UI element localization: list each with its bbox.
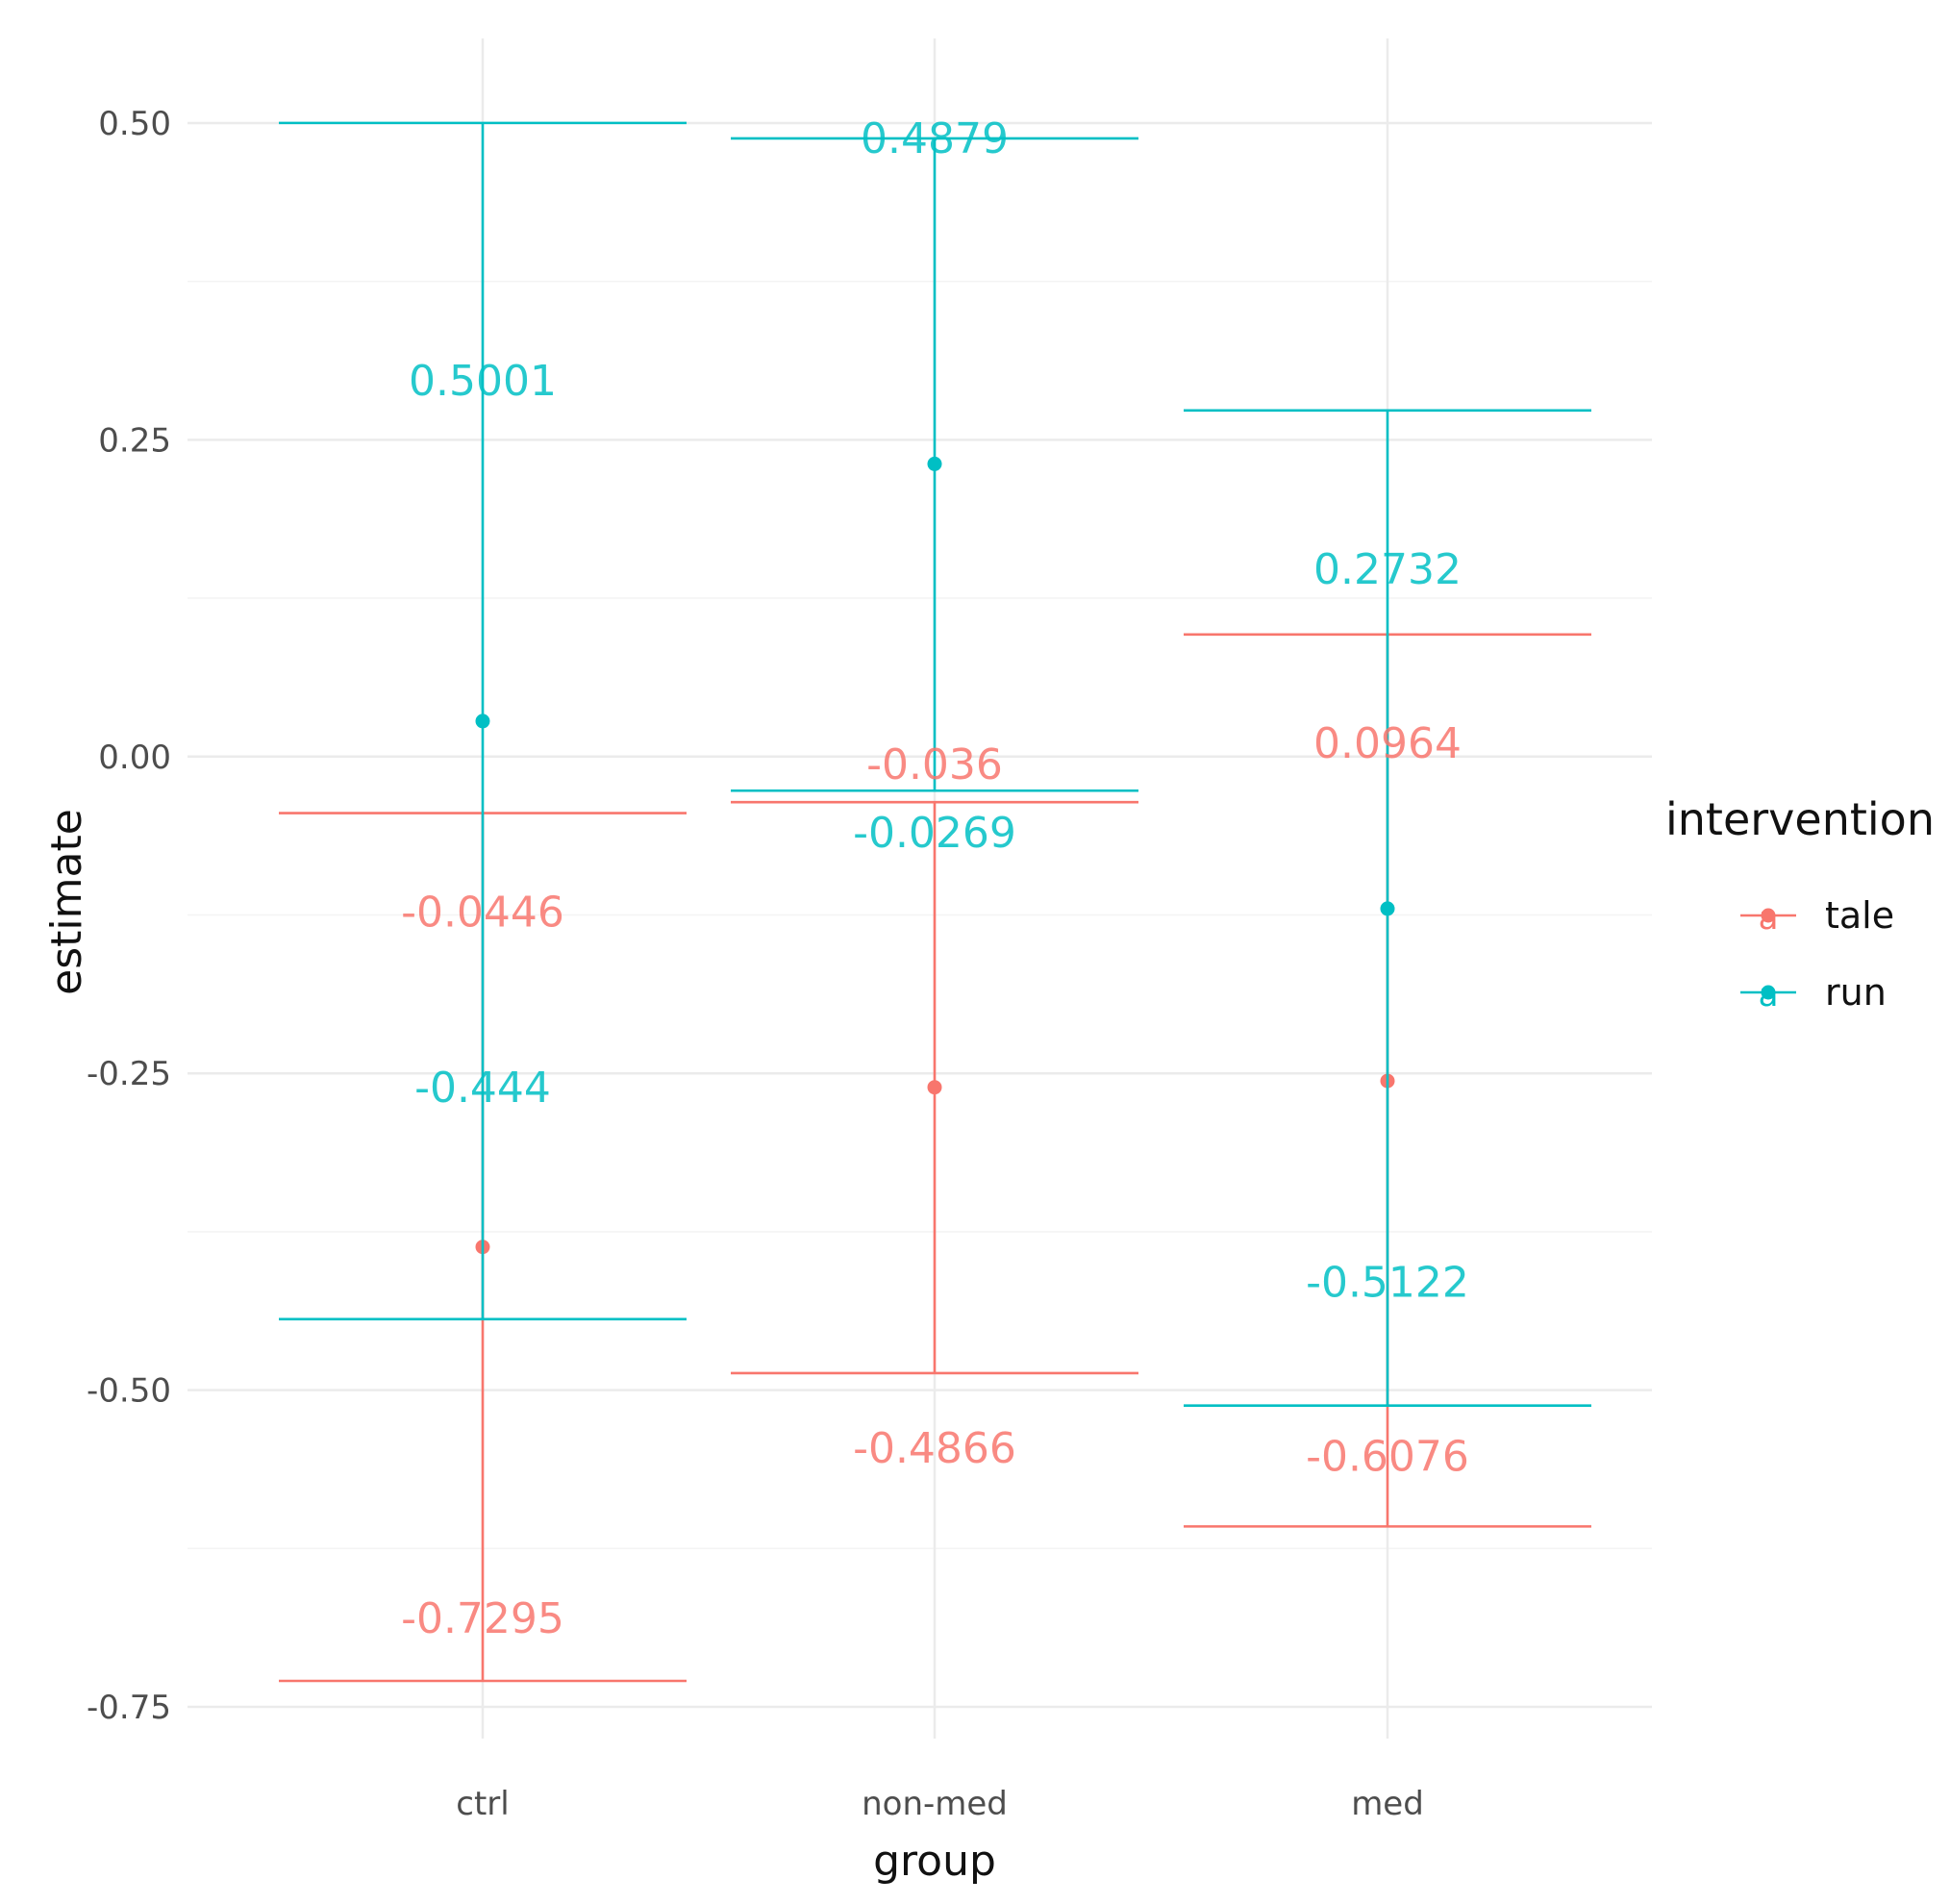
upper-value-label: -0.0446	[401, 889, 564, 938]
data-labels: -0.0446 -0.7295 -0.036 -0.4866 0.0964 -0.6076…	[401, 114, 1469, 1643]
legend-key-point	[1761, 985, 1776, 1000]
legend: intervention a tale a run	[1665, 793, 1935, 1015]
x-tick-label: med	[1351, 1785, 1424, 1823]
legend-item-tale: a tale	[1740, 894, 1894, 938]
y-tick-label: 0.50	[98, 105, 171, 143]
y-tick-label: 0.25	[98, 421, 171, 460]
upper-value-label: 0.4879	[861, 114, 1009, 163]
legend-label: run	[1825, 971, 1887, 1014]
y-tick-label: -0.50	[87, 1372, 171, 1411]
point-run-non-med	[927, 456, 942, 471]
upper-value-label: 0.2732	[1313, 545, 1462, 594]
x-tick-label: ctrl	[456, 1785, 509, 1823]
y-tick-label: 0.00	[98, 739, 171, 777]
point-run-ctrl	[475, 714, 490, 729]
upper-value-label: 0.5001	[409, 357, 557, 406]
lower-value-label: -0.5122	[1306, 1259, 1469, 1308]
legend-key-point	[1761, 908, 1776, 923]
legend-label: tale	[1825, 894, 1894, 937]
y-tick-label: -0.75	[87, 1689, 171, 1727]
legend-title: intervention	[1665, 793, 1935, 845]
x-axis-title: group	[873, 1837, 996, 1886]
point-run-med	[1380, 901, 1395, 916]
series-run	[279, 121, 1591, 1407]
point-tale-non-med	[927, 1080, 942, 1095]
x-tick-label: non-med	[862, 1785, 1008, 1823]
lower-value-label: -0.7295	[401, 1594, 564, 1643]
legend-key-glyph: a	[1759, 899, 1779, 938]
lower-value-label: -0.0269	[853, 809, 1016, 858]
legend-key-glyph: a	[1759, 976, 1779, 1015]
y-axis-title: estimate	[42, 809, 91, 995]
legend-item-run: a run	[1740, 971, 1887, 1015]
upper-value-label: -0.036	[866, 740, 1003, 789]
lower-value-label: -0.444	[414, 1064, 551, 1113]
series	[279, 121, 1591, 1683]
lower-value-label: -0.6076	[1306, 1432, 1469, 1481]
axes: group estimate 0.50 0.25 0.00 -0.25 -0.50 -0.…	[42, 105, 1424, 1886]
lower-value-label: -0.4866	[853, 1424, 1016, 1473]
upper-value-label: 0.0964	[1313, 719, 1462, 768]
y-tick-label: -0.25	[87, 1055, 171, 1093]
